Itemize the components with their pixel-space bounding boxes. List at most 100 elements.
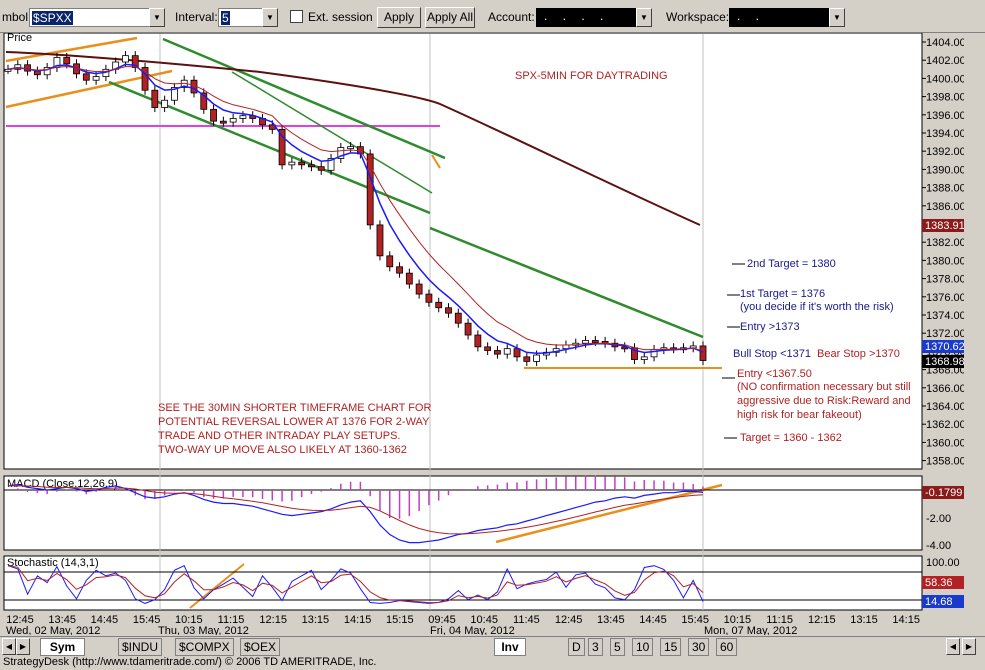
time-tick-label: 12:15	[259, 614, 287, 626]
stoch-title: Stochastic (14,3,1)	[7, 557, 99, 569]
workspace-dropdown-icon[interactable]: ▼	[829, 8, 845, 27]
interval-tab-10[interactable]: 10	[632, 638, 654, 656]
interval-tab-15[interactable]: 15	[660, 638, 682, 656]
entry-long-label: Entry >1373	[740, 321, 800, 333]
chart-area[interactable]: Price 1404.00 1402.00 1400.00 1398.00 1396.0…	[0, 33, 985, 635]
interval-combo[interactable]: 5	[218, 8, 262, 27]
macd-panel	[3, 475, 923, 551]
price-tick-label: 1388.00	[926, 183, 966, 195]
candle-body	[347, 146, 355, 150]
interval-tab-d[interactable]: D	[568, 638, 585, 656]
green-channel-upper	[162, 37, 446, 160]
candle-body	[92, 76, 100, 81]
candle-body	[298, 161, 306, 166]
candle-body	[82, 73, 90, 81]
price-tick-label: 1366.00	[926, 383, 966, 395]
time-tick-label: 15:15	[386, 614, 414, 626]
last-price-black-box	[922, 355, 964, 368]
interval-tab-3[interactable]: 3	[588, 638, 603, 656]
symbol-dropdown-icon[interactable]: ▼	[149, 8, 165, 27]
orange-short-line	[431, 154, 441, 169]
time-tick-label: 10:45	[470, 614, 498, 626]
price-tick-label: 1390.00	[926, 164, 966, 176]
candle-body	[396, 266, 403, 274]
candle-body	[43, 67, 51, 76]
scroll-left-2-icon[interactable]: ◀	[946, 638, 960, 655]
candle-body	[591, 340, 599, 343]
candle-body	[699, 345, 707, 361]
ma-200-line	[5, 51, 701, 226]
bottom-tabbar: ◀ ▶ Sym $INDU $COMPX $OEX Inv D 3 5 10 1…	[0, 636, 985, 656]
toolbar: mbol: $SPXX ▼ Interval: 5 ▼ Ext. session…	[0, 0, 985, 33]
candle-body	[484, 346, 492, 351]
tab-sym[interactable]: Sym	[40, 638, 85, 656]
scroll-right-icon[interactable]: ▶	[16, 638, 30, 655]
candle-body	[640, 356, 648, 360]
candle-body	[474, 334, 482, 348]
candle-body	[386, 255, 394, 268]
tab-oex[interactable]: $OEX	[240, 638, 281, 656]
candle-body	[33, 70, 41, 76]
stoch-value-2-box	[922, 595, 964, 608]
interval-dropdown-icon[interactable]: ▼	[262, 8, 278, 27]
candle-body	[376, 224, 384, 257]
chart-title: SPX-5MIN FOR DAYTRADING	[515, 70, 668, 82]
short-note-2: aggressive due to Risk:Reward and	[737, 395, 911, 407]
time-tick-label: 14:15	[892, 614, 920, 626]
candle-body	[317, 166, 325, 171]
interval-label: Interval:	[175, 10, 218, 24]
candle-body	[161, 99, 169, 108]
price-tick-label: 1404.00	[926, 37, 966, 49]
entry-short-label: Entry <1367.50	[737, 368, 812, 380]
interval-tab-5[interactable]: 5	[610, 638, 625, 656]
time-tick-label: 12:45	[6, 614, 34, 626]
time-tick-label: 11:15	[766, 614, 793, 626]
macd-signal-line	[7, 485, 704, 535]
tab-indu[interactable]: $INDU	[118, 638, 163, 656]
account-value[interactable]: . . . .	[536, 8, 636, 27]
apply-all-button[interactable]: Apply All	[425, 7, 475, 28]
status-bar: StrategyDesk (http://www.tdameritrade.co…	[0, 656, 985, 670]
interval-tab-30[interactable]: 30	[688, 638, 710, 656]
apply-button[interactable]: Apply	[377, 7, 421, 28]
macd-trendline	[495, 483, 723, 544]
time-tick-label: 11:15	[218, 614, 245, 626]
ma-fast-line	[7, 63, 704, 355]
price-panel-title: Price	[7, 33, 32, 44]
price-tick-label: 1360.00	[926, 437, 966, 449]
note-line-3: TRADE AND OTHER INTRADAY PLAY SETUPS.	[158, 430, 400, 442]
stoch-k-line	[7, 565, 704, 604]
time-tick-label: 11:45	[513, 614, 540, 626]
candle-body	[425, 293, 433, 303]
candle-body	[405, 272, 413, 285]
workspace-value[interactable]: . .	[729, 8, 829, 27]
price-tick-label: 1398.00	[926, 92, 966, 104]
ext-session-checkbox[interactable]	[290, 10, 303, 23]
date-label: Mon, 07 May, 2012	[704, 625, 797, 635]
time-tick-label: 09:45	[428, 614, 456, 626]
stoch-value-1-box	[922, 576, 964, 589]
time-tick-label: 13:45	[597, 614, 625, 626]
interval-tab-60[interactable]: 60	[716, 638, 738, 656]
tab-compx[interactable]: $COMPX	[175, 638, 234, 656]
tab-inv[interactable]: Inv	[494, 638, 526, 656]
candle-body	[415, 283, 423, 295]
scroll-left-icon[interactable]: ◀	[2, 638, 16, 655]
candle-body	[366, 153, 374, 226]
scroll-right-2-icon[interactable]: ▶	[962, 638, 976, 655]
macd-tick-2: -4.00	[926, 540, 951, 552]
ma-slow-line	[7, 65, 704, 352]
candle-body	[229, 118, 237, 123]
last-price-red: 1383.91	[925, 220, 965, 232]
stoch-panel	[3, 555, 923, 611]
symbol-combo[interactable]: $SPXX	[29, 8, 149, 27]
macd-tick-1: -2.00	[926, 513, 951, 525]
account-dropdown-icon[interactable]: ▼	[636, 8, 652, 27]
candle-body	[141, 67, 149, 91]
date-label: Wed, 02 May, 2012	[6, 625, 100, 635]
right-gutter	[964, 33, 985, 635]
price-tick-label: 1378.00	[926, 274, 966, 286]
macd-histogram	[17, 475, 704, 519]
note-line-1: SEE THE 30MIN SHORTER TIMEFRAME CHART FO…	[158, 402, 431, 414]
date-label: Thu, 03 May, 2012	[158, 625, 249, 635]
